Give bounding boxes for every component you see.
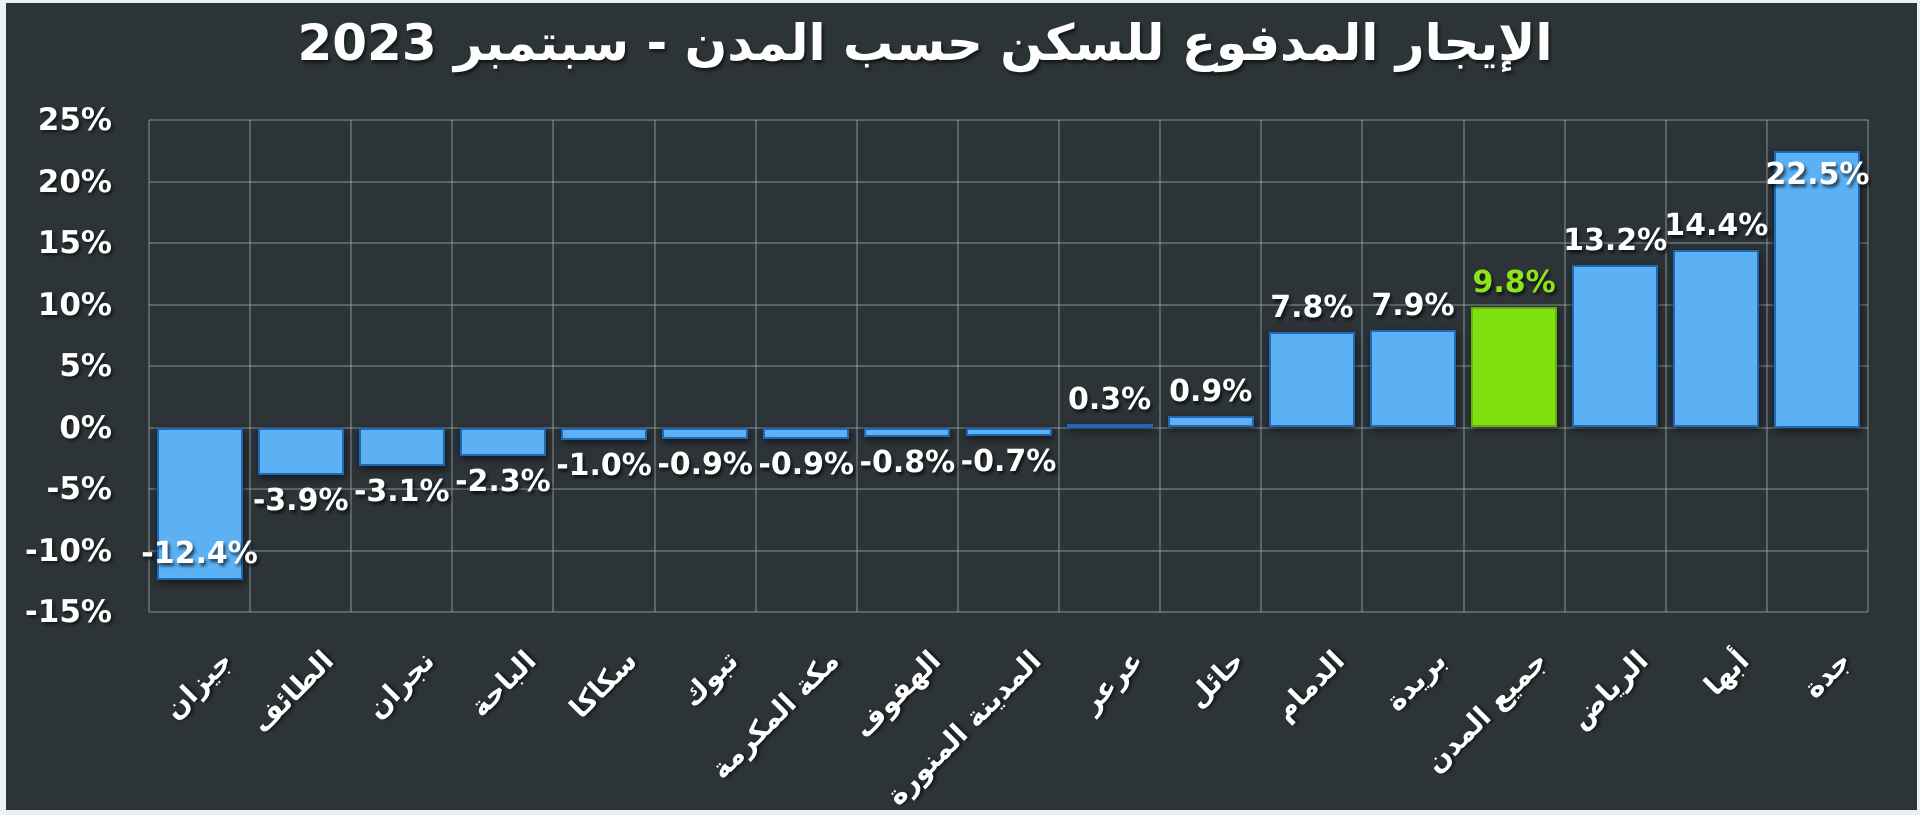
- gridline-vertical: [451, 120, 454, 612]
- gridline-vertical: [1765, 120, 1768, 612]
- x-category-label: تبوك: [675, 644, 745, 714]
- bar-4: [561, 427, 648, 440]
- gridline-vertical: [754, 120, 757, 612]
- value-label: 9.8%: [1472, 264, 1556, 300]
- value-label: 7.9%: [1371, 288, 1455, 324]
- value-label: 13.2%: [1563, 223, 1668, 259]
- value-label: -12.4%: [141, 536, 258, 572]
- value-label: -0.8%: [859, 445, 956, 481]
- bar-1: [257, 427, 344, 476]
- value-label: 14.4%: [1664, 208, 1769, 244]
- bar-5: [662, 427, 749, 439]
- bar-0: [156, 427, 243, 581]
- x-category-label: الرياض: [1563, 644, 1655, 736]
- x-category-label: الطائف: [244, 644, 341, 740]
- y-tick-label: 15%: [37, 225, 112, 261]
- bar-14: [1572, 265, 1659, 428]
- bar-6: [763, 427, 850, 439]
- bar-all-cities: [1471, 306, 1558, 428]
- value-label: 7.8%: [1270, 289, 1354, 325]
- gridline-vertical: [1260, 120, 1263, 612]
- value-label: 0.3%: [1068, 381, 1152, 417]
- x-category-label: الهفوف: [846, 644, 947, 745]
- gridline-vertical: [1664, 120, 1667, 612]
- bar-10: [1167, 416, 1254, 428]
- value-label: -0.9%: [657, 446, 753, 482]
- value-label: -0.9%: [758, 446, 855, 482]
- y-tick-label: 20%: [37, 163, 112, 200]
- gridline-vertical: [1462, 120, 1465, 612]
- gridline-vertical: [855, 120, 858, 612]
- x-category-label: الدمام: [1267, 644, 1352, 728]
- gridline-vertical: [956, 120, 959, 612]
- x-category-label: حائل: [1179, 644, 1251, 715]
- y-tick-label: -10%: [24, 532, 112, 569]
- gridline-horizontal: [149, 365, 1868, 367]
- x-category-label: جدة: [1796, 644, 1857, 705]
- bar-3: [459, 427, 546, 456]
- y-tick-label: -15%: [24, 594, 112, 630]
- value-label: -0.7%: [960, 444, 1057, 480]
- x-category-label: الباحة: [462, 644, 543, 724]
- bar-16: [1774, 150, 1861, 428]
- value-label: 22.5%: [1765, 156, 1870, 192]
- x-category-label: أبها: [1697, 644, 1756, 703]
- gridline-vertical: [1361, 120, 1364, 612]
- value-label: -3.9%: [252, 483, 349, 519]
- y-tick-label: -5%: [46, 471, 113, 507]
- value-label: -3.1%: [353, 473, 450, 509]
- x-category-label: جيزان: [157, 644, 239, 726]
- gridline-horizontal: [149, 180, 1868, 183]
- gridline-vertical: [350, 120, 353, 612]
- gridline-horizontal: [149, 303, 1868, 306]
- bar-9: [1066, 423, 1153, 428]
- gridline-vertical: [653, 120, 656, 612]
- gridline-vertical: [1058, 120, 1061, 612]
- gridline-horizontal: [149, 242, 1868, 244]
- bar-15: [1673, 250, 1760, 428]
- gridline-vertical: [552, 120, 555, 612]
- bar-8: [965, 427, 1052, 437]
- x-category-label: بريدة: [1378, 644, 1453, 718]
- y-tick-label: 5%: [59, 348, 112, 384]
- y-tick-label: 10%: [37, 286, 112, 323]
- gridline-vertical: [1563, 120, 1566, 612]
- value-label: -2.3%: [455, 463, 551, 499]
- gridline-horizontal: [149, 611, 1868, 613]
- gridline-vertical: [148, 120, 150, 612]
- bar-11: [1268, 331, 1355, 428]
- y-tick-label: 25%: [37, 102, 112, 138]
- gridline-horizontal: [149, 488, 1868, 490]
- gridline-vertical: [1867, 120, 1869, 612]
- gridline-horizontal: [149, 549, 1868, 552]
- gridline-vertical: [249, 120, 252, 612]
- bar-2: [358, 427, 445, 466]
- gridline-horizontal: [149, 119, 1868, 121]
- x-category-label: سكاكا: [562, 644, 644, 725]
- chart-title: الإيجار المدفوع للسكن حسب المدن - سبتمبر…: [297, 14, 1553, 72]
- bar-12: [1369, 330, 1456, 428]
- value-label: 0.9%: [1169, 374, 1253, 410]
- x-category-label: نجران: [360, 644, 442, 726]
- gridline-vertical: [1159, 120, 1162, 612]
- value-label: -1.0%: [556, 447, 652, 483]
- y-tick-label: 0%: [59, 409, 112, 446]
- bar-7: [864, 427, 951, 438]
- x-category-label: عرعر: [1073, 644, 1149, 720]
